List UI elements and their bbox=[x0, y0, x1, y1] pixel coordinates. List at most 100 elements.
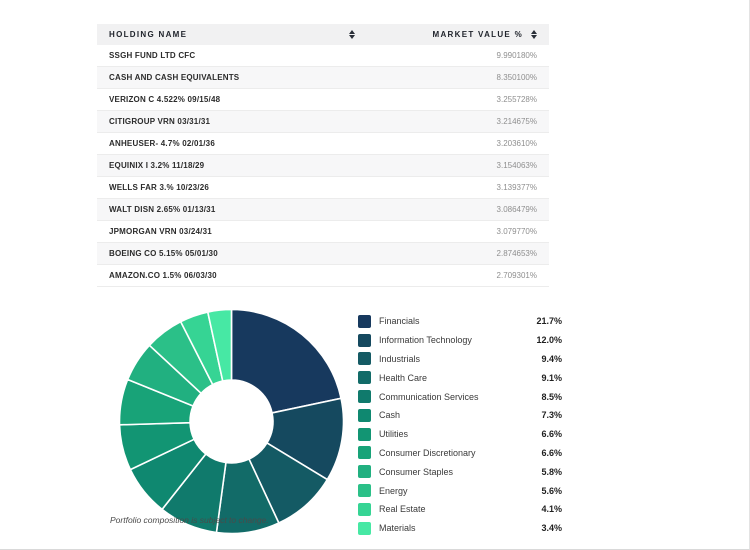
table-row: CASH AND CASH EQUIVALENTS 8.350100% bbox=[97, 67, 549, 89]
footnote: Portfolio composition is subject to chan… bbox=[110, 515, 269, 525]
table-row: VERIZON C 4.522% 09/15/48 3.255728% bbox=[97, 89, 549, 111]
legend-value: 3.4% bbox=[541, 523, 562, 534]
legend-item: Utilities 6.6% bbox=[358, 425, 562, 444]
market-value-cell: 8.350100% bbox=[496, 73, 537, 82]
legend-label: Health Care bbox=[379, 372, 428, 383]
legend-swatch bbox=[358, 408, 371, 422]
market-value-cell: 3.079770% bbox=[496, 227, 537, 236]
legend-value: 6.6% bbox=[541, 429, 562, 440]
holding-name-cell: EQUINIX I 3.2% 11/18/29 bbox=[109, 161, 205, 170]
column-header-market-value: MARKET VALUE % bbox=[357, 28, 539, 41]
sort-icon[interactable] bbox=[347, 28, 357, 41]
chart-legend: Financials 21.7% Information Technology 12.… bbox=[358, 312, 562, 538]
table-row: AMAZON.CO 1.5% 06/03/30 2.709301% bbox=[97, 265, 549, 287]
legend-value: 5.6% bbox=[541, 485, 562, 496]
legend-swatch bbox=[358, 352, 371, 366]
legend-label: Consumer Discretionary bbox=[379, 447, 476, 458]
table-row: ANHEUSER- 4.7% 02/01/36 3.203610% bbox=[97, 133, 549, 155]
donut-segment-materials[interactable] bbox=[206, 308, 233, 382]
legend-swatch bbox=[358, 446, 371, 460]
holding-name-cell: JPMORGAN VRN 03/24/31 bbox=[109, 227, 212, 236]
market-value-cell: 2.709301% bbox=[496, 271, 537, 280]
legend-value: 9.1% bbox=[541, 372, 562, 383]
legend-item: Real Estate 4.1% bbox=[358, 500, 562, 519]
market-value-cell: 3.139377% bbox=[496, 183, 537, 192]
holding-name-cell: CASH AND CASH EQUIVALENTS bbox=[109, 73, 240, 82]
legend-label: Utilities bbox=[379, 429, 409, 440]
holding-name-cell: AMAZON.CO 1.5% 06/03/30 bbox=[109, 271, 217, 280]
holding-name-cell: WELLS FAR 3.% 10/23/26 bbox=[109, 183, 209, 192]
legend-swatch bbox=[358, 314, 371, 328]
market-value-cell: 3.255728% bbox=[496, 95, 537, 104]
market-value-cell: 3.154063% bbox=[496, 161, 537, 170]
table-row: EQUINIX I 3.2% 11/18/29 3.154063% bbox=[97, 155, 549, 177]
donut-chart-svg bbox=[118, 308, 345, 535]
legend-label: Communication Services bbox=[379, 391, 479, 402]
table-row: BOEING CO 5.15% 05/01/30 2.874653% bbox=[97, 243, 549, 265]
market-value-cell: 3.086479% bbox=[496, 205, 537, 214]
legend-value: 12.0% bbox=[536, 335, 562, 346]
holding-name-header-label: HOLDING NAME bbox=[109, 30, 188, 39]
legend-label: Real Estate bbox=[379, 504, 426, 515]
legend-item: Consumer Staples 5.8% bbox=[358, 462, 562, 481]
legend-swatch bbox=[358, 465, 371, 479]
legend-value: 9.4% bbox=[541, 353, 562, 364]
legend-item: Communication Services 8.5% bbox=[358, 387, 562, 406]
legend-item: Financials 21.7% bbox=[358, 312, 562, 331]
holding-name-cell: SSGH FUND LTD CFC bbox=[109, 51, 196, 60]
legend-value: 6.6% bbox=[541, 447, 562, 458]
legend-item: Cash 7.3% bbox=[358, 406, 562, 425]
legend-value: 5.8% bbox=[541, 466, 562, 477]
table-row: SSGH FUND LTD CFC 9.990180% bbox=[97, 45, 549, 67]
legend-swatch bbox=[358, 521, 371, 535]
legend-label: Cash bbox=[379, 410, 401, 421]
market-value-cell: 3.214675% bbox=[496, 117, 537, 126]
legend-swatch bbox=[358, 333, 371, 347]
legend-swatch bbox=[358, 502, 371, 516]
legend-value: 7.3% bbox=[541, 410, 562, 421]
market-value-cell: 3.203610% bbox=[496, 139, 537, 148]
sort-icon[interactable] bbox=[529, 28, 539, 41]
table-row: WELLS FAR 3.% 10/23/26 3.139377% bbox=[97, 177, 549, 199]
sort-up-arrow-icon bbox=[349, 30, 355, 34]
donut-segment-financials[interactable] bbox=[230, 308, 343, 414]
market-value-cell: 9.990180% bbox=[496, 51, 537, 60]
legend-item: Materials 3.4% bbox=[358, 519, 562, 538]
table-body: SSGH FUND LTD CFC 9.990180% CASH AND CASH … bbox=[97, 45, 549, 287]
legend-item: Consumer Discretionary 6.6% bbox=[358, 444, 562, 463]
table-header-row: HOLDING NAME MARKET VALUE % bbox=[97, 24, 549, 45]
market-value-cell: 2.874653% bbox=[496, 249, 537, 258]
legend-label: Financials bbox=[379, 316, 420, 327]
legend-item: Energy 5.6% bbox=[358, 481, 562, 500]
table-row: WALT DISN 2.65% 01/13/31 3.086479% bbox=[97, 199, 549, 221]
legend-item: Industrials 9.4% bbox=[358, 350, 562, 369]
legend-label: Energy bbox=[379, 485, 408, 496]
legend-label: Information Technology bbox=[379, 335, 472, 346]
holding-name-cell: VERIZON C 4.522% 09/15/48 bbox=[109, 95, 221, 104]
legend-label: Consumer Staples bbox=[379, 466, 454, 477]
legend-swatch bbox=[358, 390, 371, 404]
table-row: JPMORGAN VRN 03/24/31 3.079770% bbox=[97, 221, 549, 243]
legend-swatch bbox=[358, 371, 371, 385]
legend-label: Materials bbox=[379, 523, 416, 534]
legend-swatch bbox=[358, 427, 371, 441]
portfolio-composition-donut-chart bbox=[116, 306, 347, 537]
legend-swatch bbox=[358, 484, 371, 498]
legend-item: Information Technology 12.0% bbox=[358, 331, 562, 350]
legend-label: Industrials bbox=[379, 353, 421, 364]
market-value-header-label: MARKET VALUE % bbox=[432, 30, 523, 39]
holding-name-cell: WALT DISN 2.65% 01/13/31 bbox=[109, 205, 216, 214]
legend-value: 21.7% bbox=[536, 316, 562, 327]
legend-item: Health Care 9.1% bbox=[358, 368, 562, 387]
legend-value: 8.5% bbox=[541, 391, 562, 402]
holding-name-cell: ANHEUSER- 4.7% 02/01/36 bbox=[109, 139, 215, 148]
table-row: CITIGROUP VRN 03/31/31 3.214675% bbox=[97, 111, 549, 133]
legend-value: 4.1% bbox=[541, 504, 562, 515]
holding-name-cell: BOEING CO 5.15% 05/01/30 bbox=[109, 249, 218, 258]
sort-down-arrow-icon bbox=[531, 35, 537, 39]
holding-name-cell: CITIGROUP VRN 03/31/31 bbox=[109, 117, 211, 126]
sort-up-arrow-icon bbox=[531, 30, 537, 34]
column-header-holding-name: HOLDING NAME bbox=[109, 28, 357, 41]
sort-down-arrow-icon bbox=[349, 35, 355, 39]
